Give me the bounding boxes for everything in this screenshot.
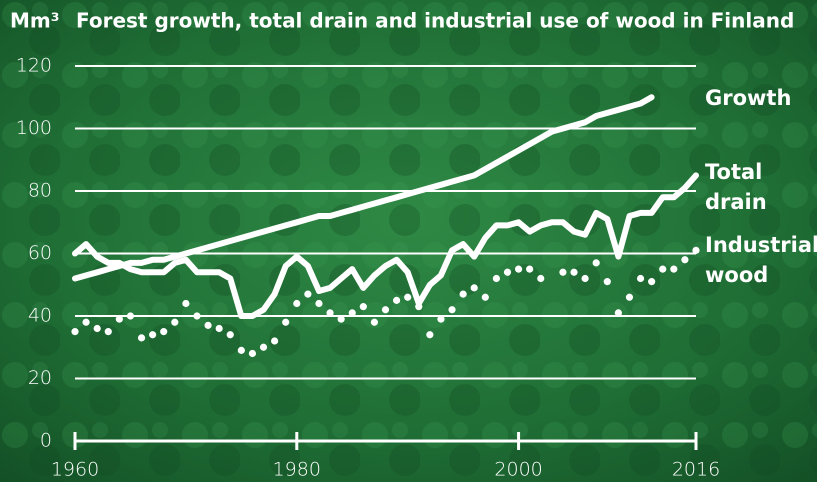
data-point bbox=[271, 337, 278, 344]
data-point bbox=[448, 306, 455, 313]
data-point bbox=[526, 266, 533, 273]
data-point bbox=[249, 350, 256, 357]
data-point bbox=[127, 312, 134, 319]
data-point bbox=[105, 328, 112, 335]
data-point bbox=[482, 294, 489, 301]
data-point bbox=[371, 319, 378, 326]
data-point bbox=[471, 284, 478, 291]
data-point bbox=[193, 312, 200, 319]
data-point bbox=[304, 291, 311, 298]
y-tick-label: 20 bbox=[28, 367, 52, 389]
data-point bbox=[415, 303, 422, 310]
x-tick-label: 1980 bbox=[273, 459, 321, 481]
chart-title: Forest growth, total drain and industria… bbox=[76, 9, 794, 33]
data-point bbox=[537, 275, 544, 282]
data-point bbox=[681, 256, 688, 263]
data-point bbox=[637, 275, 644, 282]
data-point bbox=[71, 328, 78, 335]
data-point bbox=[604, 278, 611, 285]
y-tick-label: 60 bbox=[28, 242, 52, 264]
y-tick-label: 120 bbox=[16, 55, 52, 77]
legend-label: Industrial wood bbox=[705, 230, 815, 290]
data-point bbox=[315, 300, 322, 307]
y-tick-label: 100 bbox=[16, 117, 52, 139]
data-point bbox=[116, 316, 123, 323]
data-point bbox=[260, 344, 267, 351]
data-point bbox=[504, 269, 511, 276]
data-point bbox=[216, 325, 223, 332]
data-point bbox=[615, 309, 622, 316]
data-point bbox=[404, 294, 411, 301]
data-point bbox=[437, 316, 444, 323]
data-point bbox=[648, 278, 655, 285]
data-point bbox=[426, 331, 433, 338]
legend-label: Growth bbox=[705, 83, 815, 113]
chart: Mm³ Forest growth, total drain and indus… bbox=[0, 0, 817, 482]
data-point bbox=[238, 347, 245, 354]
chart-container: Mm³ Forest growth, total drain and indus… bbox=[0, 0, 817, 482]
data-point bbox=[171, 319, 178, 326]
y-tick-label: 80 bbox=[28, 180, 52, 202]
data-point bbox=[160, 328, 167, 335]
data-point bbox=[493, 275, 500, 282]
data-point bbox=[82, 319, 89, 326]
data-point bbox=[227, 331, 234, 338]
data-point bbox=[182, 300, 189, 307]
data-point bbox=[393, 297, 400, 304]
data-point bbox=[149, 331, 156, 338]
data-point bbox=[282, 319, 289, 326]
data-point bbox=[659, 266, 666, 273]
data-point bbox=[382, 306, 389, 313]
data-point bbox=[559, 269, 566, 276]
data-point bbox=[582, 275, 589, 282]
y-tick-label: 0 bbox=[40, 430, 52, 452]
y-tick-label: 40 bbox=[28, 305, 52, 327]
data-point bbox=[593, 259, 600, 266]
data-point bbox=[515, 266, 522, 273]
data-point bbox=[293, 300, 300, 307]
data-point bbox=[570, 269, 577, 276]
data-point bbox=[692, 247, 699, 254]
data-point bbox=[338, 316, 345, 323]
legend-label: Total drain bbox=[705, 157, 815, 217]
data-point bbox=[94, 325, 101, 332]
data-point bbox=[204, 322, 211, 329]
data-point bbox=[626, 294, 633, 301]
data-point bbox=[670, 266, 677, 273]
x-tick-label: 2000 bbox=[494, 459, 542, 481]
data-point bbox=[138, 334, 145, 341]
data-point bbox=[326, 309, 333, 316]
x-tick-label: 2016 bbox=[672, 459, 720, 481]
data-point bbox=[460, 291, 467, 298]
y-axis-label: Mm³ bbox=[10, 9, 60, 33]
x-tick-label: 1960 bbox=[51, 459, 99, 481]
data-point bbox=[360, 303, 367, 310]
background-texture bbox=[0, 0, 817, 482]
data-point bbox=[349, 309, 356, 316]
